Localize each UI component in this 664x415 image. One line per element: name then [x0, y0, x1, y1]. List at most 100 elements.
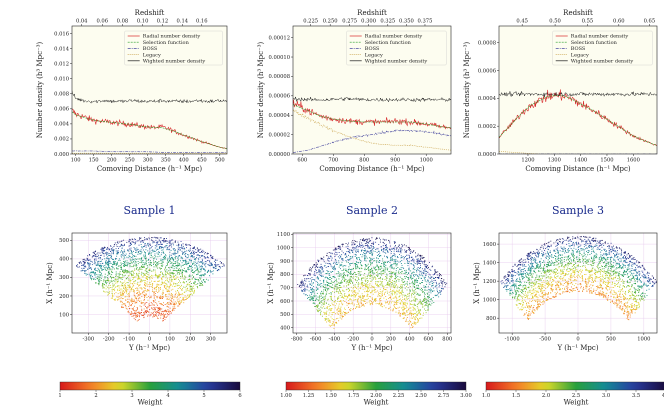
galaxy-point	[363, 238, 365, 240]
galaxy-point	[137, 311, 139, 313]
galaxy-point	[192, 277, 194, 279]
galaxy-point	[128, 241, 130, 243]
galaxy-point	[107, 272, 109, 273]
galaxy-point	[153, 315, 154, 317]
galaxy-point	[375, 238, 377, 240]
galaxy-point	[357, 283, 359, 285]
galaxy-point	[185, 271, 187, 273]
galaxy-point	[328, 318, 330, 320]
galaxy-point	[398, 289, 400, 291]
galaxy-point	[188, 281, 190, 283]
galaxy-point	[184, 263, 186, 265]
galaxy-point	[158, 284, 160, 286]
galaxy-point	[137, 278, 139, 280]
galaxy-point	[84, 261, 85, 263]
galaxy-point	[128, 302, 130, 304]
galaxy-point	[196, 274, 197, 276]
galaxy-point	[367, 282, 368, 283]
galaxy-point	[160, 277, 162, 279]
x-axis-label: Y (h⁻¹ Mpc)	[128, 344, 170, 352]
galaxy-point	[160, 284, 162, 286]
galaxy-point	[340, 292, 341, 294]
galaxy-point	[384, 261, 386, 263]
galaxy-point	[143, 294, 145, 296]
galaxy-point	[86, 257, 88, 259]
galaxy-point	[320, 295, 322, 297]
galaxy-point	[381, 267, 383, 269]
galaxy-point	[399, 272, 401, 274]
galaxy-point	[176, 267, 178, 269]
galaxy-point	[110, 257, 112, 259]
galaxy-point	[187, 283, 189, 285]
galaxy-point	[193, 287, 195, 289]
galaxy-point	[135, 313, 136, 315]
galaxy-point	[141, 280, 143, 282]
galaxy-point	[339, 257, 341, 259]
galaxy-point	[147, 306, 149, 308]
galaxy-point	[398, 311, 400, 313]
galaxy-point	[374, 276, 376, 278]
galaxy-point	[364, 279, 366, 281]
galaxy-point	[400, 252, 402, 254]
galaxy-point	[349, 281, 351, 283]
galaxy-point	[200, 275, 202, 277]
galaxy-point	[367, 291, 369, 293]
galaxy-point	[117, 252, 119, 254]
galaxy-point	[144, 284, 146, 286]
galaxy-point	[165, 286, 167, 288]
galaxy-point	[133, 314, 135, 316]
galaxy-point	[107, 264, 109, 266]
galaxy-point	[89, 259, 91, 261]
galaxy-point	[403, 307, 405, 309]
galaxy-point	[351, 249, 353, 251]
galaxy-point	[151, 245, 153, 247]
galaxy-point	[158, 291, 160, 293]
galaxy-point	[367, 288, 369, 290]
galaxy-point	[108, 267, 110, 268]
galaxy-point	[326, 270, 328, 271]
galaxy-point	[429, 304, 431, 306]
colorbar-tick-label: 5	[202, 393, 205, 399]
galaxy-point	[166, 245, 168, 247]
galaxy-point	[180, 247, 182, 249]
galaxy-point	[347, 262, 349, 263]
galaxy-point	[423, 285, 425, 287]
galaxy-point	[173, 252, 175, 254]
galaxy-point	[181, 257, 183, 259]
galaxy-point	[160, 317, 162, 319]
galaxy-point	[354, 296, 356, 298]
galaxy-point	[117, 252, 119, 254]
x-tick-label: 500	[215, 158, 225, 164]
galaxy-point	[397, 278, 399, 280]
galaxy-point	[157, 264, 159, 266]
galaxy-point	[139, 250, 141, 252]
galaxy-point	[117, 285, 119, 287]
galaxy-point	[394, 241, 396, 243]
galaxy-point	[163, 238, 164, 240]
galaxy-point	[161, 278, 163, 280]
galaxy-point	[157, 296, 159, 298]
galaxy-point	[200, 284, 202, 286]
galaxy-point	[130, 272, 132, 274]
galaxy-point	[325, 289, 327, 291]
galaxy-point	[165, 294, 167, 295]
galaxy-point	[138, 295, 140, 297]
galaxy-point	[112, 267, 114, 269]
galaxy-point	[424, 305, 426, 307]
galaxy-point	[121, 306, 123, 308]
galaxy-point	[349, 258, 351, 260]
legend-entry: Legacy	[571, 52, 589, 58]
galaxy-point	[143, 296, 145, 298]
galaxy-point	[211, 264, 213, 266]
galaxy-point	[117, 293, 119, 295]
galaxy-point	[155, 256, 157, 258]
galaxy-point	[170, 300, 172, 302]
galaxy-point	[317, 311, 319, 313]
legend-entry: Radial number density	[571, 34, 629, 40]
galaxy-point	[350, 262, 352, 264]
galaxy-point	[144, 312, 146, 314]
galaxy-point	[427, 306, 429, 308]
galaxy-point	[385, 289, 387, 291]
galaxy-point	[195, 249, 197, 251]
galaxy-point	[142, 314, 144, 316]
